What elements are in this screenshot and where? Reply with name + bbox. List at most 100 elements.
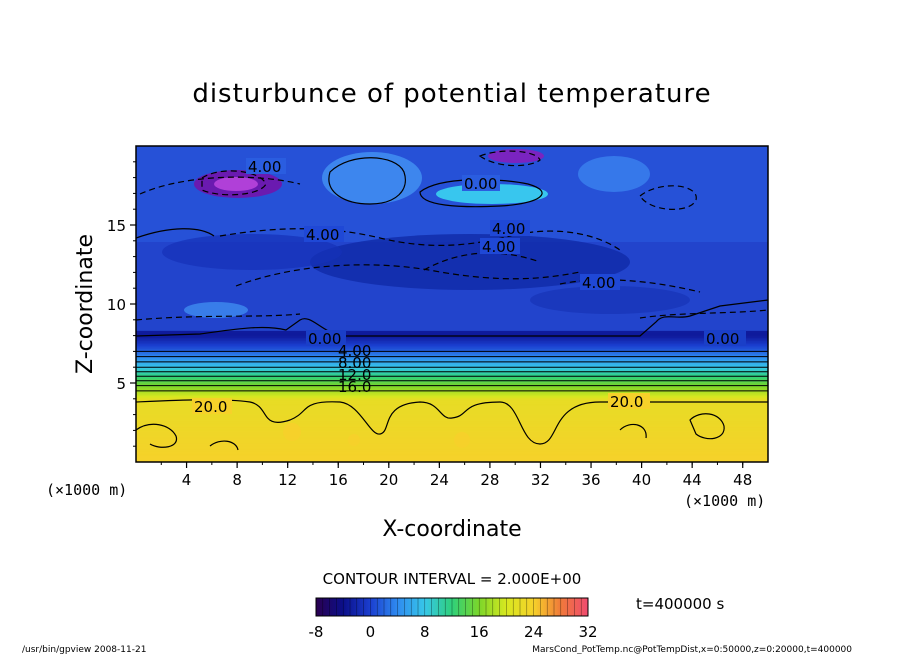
color-band [136, 337, 768, 340]
color-band [136, 400, 768, 403]
color-band [136, 390, 768, 394]
chart-title: disturbunce of potential temperature [192, 79, 711, 109]
cold-band [530, 286, 690, 314]
color-band [136, 378, 768, 381]
color-band [136, 435, 768, 438]
contour-label: 16.0 [338, 378, 371, 396]
contour-interval-label: CONTOUR INTERVAL = 2.000E+00 [323, 570, 582, 588]
color-band [136, 340, 768, 343]
contour-label: 12.0 [338, 366, 371, 384]
stratification-contours [136, 350, 768, 392]
cold-patch-core [214, 177, 258, 191]
contour-labels: 4.00 0.00 4.00 4.00 4.00 4.00 0.00 0.00 … [192, 158, 746, 416]
color-band [136, 381, 768, 384]
color-band [136, 455, 768, 458]
plot-area: 4.00 0.00 4.00 4.00 4.00 4.00 0.00 0.00 … [136, 146, 768, 462]
color-band [136, 368, 768, 371]
color-band [136, 417, 768, 420]
y-tick-label: 5 [116, 375, 126, 393]
color-band [136, 441, 768, 444]
x-unit-left: (×1000 m) [46, 481, 127, 499]
color-band [136, 362, 768, 365]
color-band [136, 444, 768, 447]
color-band [136, 373, 768, 376]
time-label: t=400000 s [636, 595, 724, 613]
color-band [136, 416, 768, 419]
color-band [136, 401, 768, 405]
colorbar-tick-label: -8 [309, 623, 324, 641]
contour-cold [136, 313, 301, 321]
y-tick-label: 10 [107, 296, 126, 314]
colorbar-tick-label: 8 [420, 623, 430, 641]
color-band [136, 352, 768, 356]
color-band [136, 443, 768, 446]
color-band [136, 394, 768, 397]
y-axis-label: Z-coordinate [73, 234, 98, 374]
warm-patch [578, 156, 650, 192]
colorbar-tick-label: 16 [470, 623, 489, 641]
color-band [136, 422, 768, 425]
color-band [136, 392, 768, 395]
color-band [136, 354, 768, 357]
x-axis-label: X-coordinate [382, 517, 521, 542]
color-band [136, 348, 768, 351]
x-tick-label: 28 [480, 471, 499, 489]
color-band [136, 431, 768, 435]
color-band [136, 458, 768, 462]
color-band [136, 457, 768, 460]
color-band [136, 387, 768, 390]
contour-label: 4.00 [306, 226, 339, 244]
color-band [136, 433, 768, 436]
color-band [136, 334, 768, 337]
x-axis-ticks: 4 8 12 16 20 24 28 32 36 40 44 48 [160, 462, 752, 489]
contour-label: 4.00 [248, 158, 281, 176]
contour-label: 0.00 [706, 330, 739, 348]
x-tick-label: 16 [329, 471, 348, 489]
contour-label: 0.00 [464, 175, 497, 193]
contour-cold [639, 309, 768, 319]
x-tick-label: 20 [379, 471, 398, 489]
x-tick-label: 24 [430, 471, 449, 489]
contour-neg-4 [423, 252, 541, 271]
color-band [136, 386, 768, 389]
color-band [136, 411, 768, 414]
contour-label: 8.00 [338, 354, 371, 372]
cold-band [162, 234, 342, 270]
color-band [136, 460, 768, 462]
contour-cold [478, 150, 541, 167]
y-axis-ticks: 5 10 15 [107, 161, 136, 447]
contour-label: 4.00 [338, 342, 371, 360]
field-features [136, 146, 768, 448]
color-band [136, 330, 768, 334]
x-tick-label: 4 [182, 471, 192, 489]
colorbar-tick-label: 24 [524, 623, 543, 641]
contour-neg-4 [235, 264, 581, 287]
color-band [136, 398, 768, 401]
color-band [136, 346, 768, 349]
color-band [136, 338, 768, 341]
x-tick-label: 8 [232, 471, 242, 489]
color-band [136, 367, 768, 370]
contour-cold [201, 170, 267, 196]
color-band [136, 413, 768, 416]
lower-blob [454, 432, 470, 448]
contour-twenty [619, 423, 647, 439]
contour-label: 20.0 [610, 393, 643, 411]
color-band [136, 345, 768, 348]
contour-label: 0.00 [308, 330, 341, 348]
footer-right: MarsCond_PotTemp.nc@PotTempDist,x=0:5000… [532, 645, 852, 654]
color-band [136, 405, 768, 408]
color-band [136, 364, 768, 367]
color-band [136, 408, 768, 411]
color-band [136, 351, 768, 354]
color-band [136, 414, 768, 417]
warm-blob [184, 302, 248, 318]
color-band [136, 430, 768, 433]
color-band [136, 397, 768, 400]
contour-label: 20.0 [194, 398, 227, 416]
color-band [136, 341, 768, 345]
color-band [136, 438, 768, 441]
colorbar-tick-label: 0 [366, 623, 376, 641]
contour-twenty [209, 440, 239, 451]
